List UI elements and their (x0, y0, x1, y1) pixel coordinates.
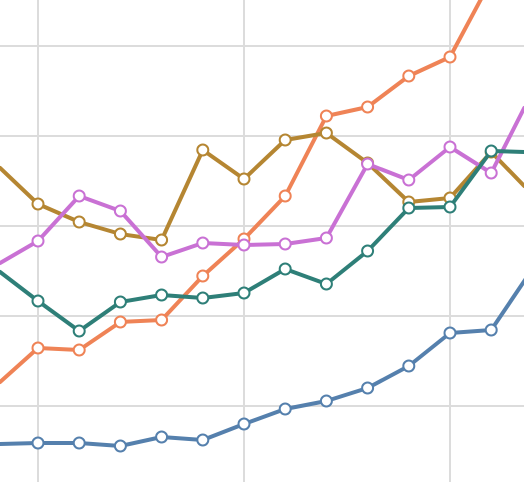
data-point (31, 436, 45, 450)
data-point (31, 294, 45, 308)
data-point (361, 381, 375, 395)
data-point (319, 126, 333, 140)
data-point (155, 233, 169, 247)
data-point (443, 200, 457, 214)
data-point (113, 439, 127, 453)
data-point (31, 197, 45, 211)
data-point (31, 341, 45, 355)
data-point (443, 326, 457, 340)
data-point (402, 69, 416, 83)
data-point (72, 436, 86, 450)
data-point (237, 417, 251, 431)
data-point (155, 288, 169, 302)
data-point (278, 237, 292, 251)
data-point (443, 140, 457, 154)
series-0 (0, 277, 524, 453)
data-point (237, 286, 251, 300)
data-point (319, 109, 333, 123)
data-point (484, 323, 498, 337)
data-point (72, 189, 86, 203)
data-point (72, 324, 86, 338)
series-3 (0, 106, 524, 265)
data-point (402, 359, 416, 373)
data-point (113, 295, 127, 309)
data-point (278, 133, 292, 147)
data-point (402, 173, 416, 187)
data-point (196, 433, 210, 447)
data-point (278, 189, 292, 203)
data-point (402, 201, 416, 215)
data-point (72, 215, 86, 229)
data-point (155, 250, 169, 264)
data-point (319, 231, 333, 245)
data-point (484, 144, 498, 158)
data-point (484, 166, 498, 180)
data-point (361, 100, 375, 114)
data-point (319, 394, 333, 408)
series-line (0, 131, 524, 242)
data-point (196, 269, 210, 283)
data-point (237, 238, 251, 252)
data-point (196, 236, 210, 250)
data-point (113, 227, 127, 241)
series-layer (0, 0, 524, 453)
series-4 (0, 144, 524, 338)
data-point (443, 50, 457, 64)
data-point (113, 204, 127, 218)
series-line (0, 149, 524, 333)
data-point (155, 430, 169, 444)
data-point (155, 313, 169, 327)
data-point (319, 277, 333, 291)
data-point (113, 315, 127, 329)
data-point (31, 234, 45, 248)
data-point (72, 343, 86, 357)
data-point (278, 262, 292, 276)
data-point (196, 143, 210, 157)
data-point (237, 172, 251, 186)
data-point (361, 157, 375, 171)
data-point (278, 402, 292, 416)
series-line (0, 106, 524, 265)
data-point (361, 244, 375, 258)
data-point (196, 291, 210, 305)
